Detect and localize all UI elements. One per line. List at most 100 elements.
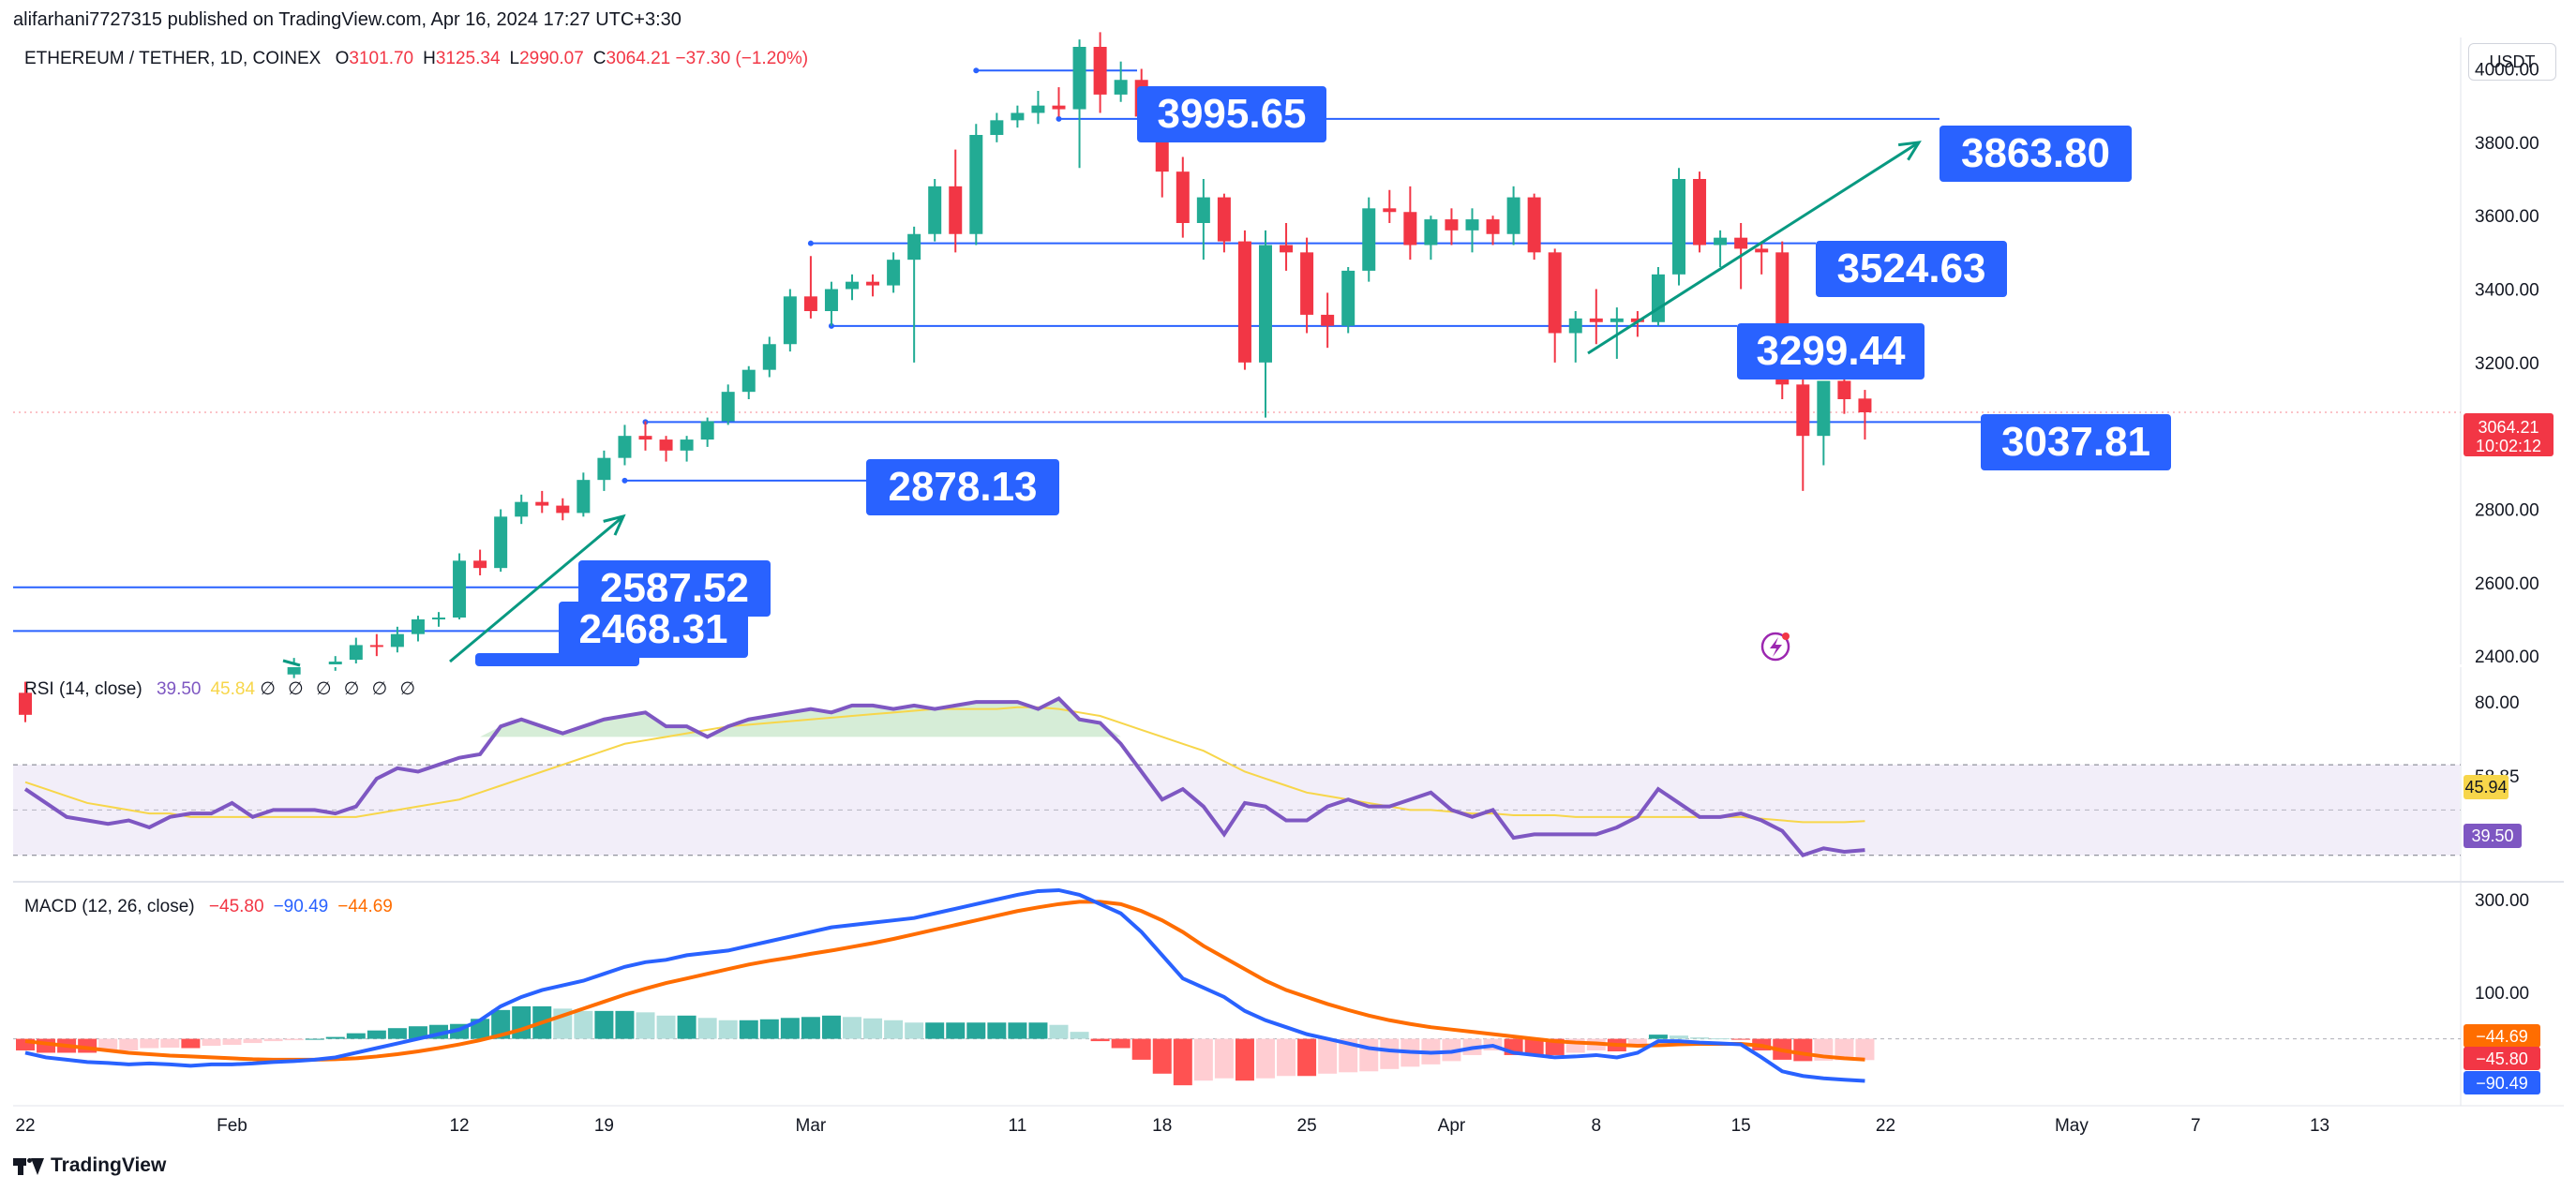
published-line: alifarhani7727315 published on TradingVi… <box>13 9 681 30</box>
macd-histogram-bar <box>222 1038 242 1046</box>
macd-value-tag <box>2464 1047 2540 1070</box>
lightning-icon-bolt <box>1770 637 1782 657</box>
candle-body <box>949 186 963 234</box>
rsi-tag-value: 39.50 <box>2471 826 2513 845</box>
rsi-overbought-fill <box>25 698 1865 737</box>
macd-histogram-bar <box>1008 1022 1027 1039</box>
trend-arrow-head <box>603 514 626 536</box>
rsi-line <box>23 696 1865 858</box>
candle-body <box>1589 318 1603 322</box>
candle-body <box>762 344 776 370</box>
macd-histogram-bar <box>140 1038 159 1049</box>
macd-legend: MACD (12, 26, close) −45.80 −90.49 −44.69 <box>24 897 393 917</box>
macd-histogram-bar <box>1297 1038 1317 1077</box>
macd-histogram-bar <box>905 1022 924 1039</box>
level-anchor-dot <box>622 477 628 484</box>
macd-histogram-bar <box>739 1020 758 1039</box>
macd-histogram-bar <box>305 1038 324 1040</box>
tradingview-logo-icon <box>13 1156 44 1175</box>
rsi-legend-values: 39.50 45.84 <box>147 679 260 699</box>
candle-body <box>1465 219 1479 231</box>
lightning-icon-ring <box>1760 632 1790 662</box>
macd-histogram-bar <box>1111 1038 1131 1049</box>
candle-body <box>1610 318 1624 322</box>
candle-body <box>328 662 342 665</box>
candle-body <box>1176 171 1190 223</box>
macd-histogram-bar <box>1855 1038 1875 1061</box>
macd-title: MACD (12, 26, close) <box>24 897 195 916</box>
candle-body <box>866 281 880 286</box>
current-price-countdown: 10:02:12 <box>2476 437 2541 455</box>
macd-histogram-bar <box>801 1017 820 1039</box>
candle-body <box>1568 318 1582 334</box>
time-axis-label: Feb <box>217 1116 247 1136</box>
candle-body <box>1486 219 1500 234</box>
candle-body <box>990 120 1004 135</box>
currency-button[interactable]: USDT <box>2468 43 2556 81</box>
level-label-text: 3524.63 <box>1836 246 1985 291</box>
candle-body <box>824 289 838 311</box>
candle-body <box>659 439 673 451</box>
level-label-text: 3037.81 <box>2001 419 2150 465</box>
level-label-box <box>1737 323 1925 380</box>
time-axis-label: 11 <box>1009 1116 1027 1136</box>
macd-value-tag-text: −90.49 <box>2476 1074 2528 1093</box>
level-label-text: 3863.80 <box>1961 130 2110 176</box>
candle-body <box>1755 248 1769 253</box>
macd-histogram-bar <box>1731 1038 1751 1040</box>
time-axis-label: Mar <box>796 1116 827 1136</box>
ohlc-value: 2990.07 <box>519 49 584 68</box>
time-axis-label: Apr <box>1438 1116 1466 1136</box>
macd-histogram-bar <box>1235 1038 1254 1081</box>
legend-value: −45.80 <box>208 897 264 916</box>
price-axis-label: 3400.00 <box>2475 281 2539 301</box>
lightning-icon <box>1760 632 1790 662</box>
candle-body <box>1011 112 1025 121</box>
candle-body <box>1093 47 1107 95</box>
macd-histogram-bar <box>821 1015 841 1039</box>
macd-histogram-bar <box>1214 1038 1234 1079</box>
macd-histogram-bar <box>884 1020 904 1039</box>
time-axis-label: 25 <box>1297 1116 1317 1136</box>
current-price-value: 3064.21 <box>2478 418 2539 437</box>
macd-histogram-bar <box>780 1018 800 1039</box>
time-axis-label: 12 <box>449 1116 469 1136</box>
macd-line <box>24 887 1865 1083</box>
candle-body <box>1796 384 1810 437</box>
price-axis-label: 3800.00 <box>2475 134 2539 154</box>
candle-body <box>1817 380 1831 437</box>
macd-histogram-bar <box>636 1012 655 1039</box>
candle-body <box>1527 197 1541 253</box>
symbol-legend: ETHEREUM / TETHER, 1D, COINEX O3101.70 H3… <box>24 49 808 69</box>
candle-body <box>453 560 467 618</box>
macd-value-tag <box>2464 1071 2540 1094</box>
macd-histogram-bar <box>1028 1022 1048 1039</box>
candle-body <box>638 436 652 440</box>
macd-histogram-bar <box>1131 1038 1151 1060</box>
candle-body <box>741 369 756 393</box>
macd-histogram-bar <box>1152 1038 1172 1074</box>
level-anchor-dot <box>1056 115 1062 122</box>
macd-histogram-bar <box>843 1017 861 1039</box>
candle-body <box>1321 314 1335 326</box>
macd-axis-label: 300.00 <box>2475 891 2529 911</box>
level-label-box <box>1137 86 1326 142</box>
macd-histogram-bar <box>1277 1038 1296 1077</box>
candle-body <box>432 618 445 620</box>
macd-histogram-bar <box>1524 1038 1544 1055</box>
level-label-text: 2878.13 <box>888 464 1037 510</box>
ohlc-key: L <box>509 49 520 68</box>
candle-body <box>1693 179 1707 246</box>
candle-body <box>597 457 611 481</box>
level-label-box <box>1939 126 2132 182</box>
candle-body <box>1052 105 1066 110</box>
tradingview-logo[interactable]: TradingView <box>13 1154 166 1177</box>
macd-histogram-bar <box>181 1038 201 1049</box>
macd-histogram-bar <box>1318 1038 1338 1074</box>
candle-body <box>577 480 591 514</box>
candle-body <box>1445 219 1459 231</box>
macd-histogram-bar <box>574 1010 593 1039</box>
candle-body <box>803 296 817 311</box>
candle-body <box>1114 80 1128 95</box>
